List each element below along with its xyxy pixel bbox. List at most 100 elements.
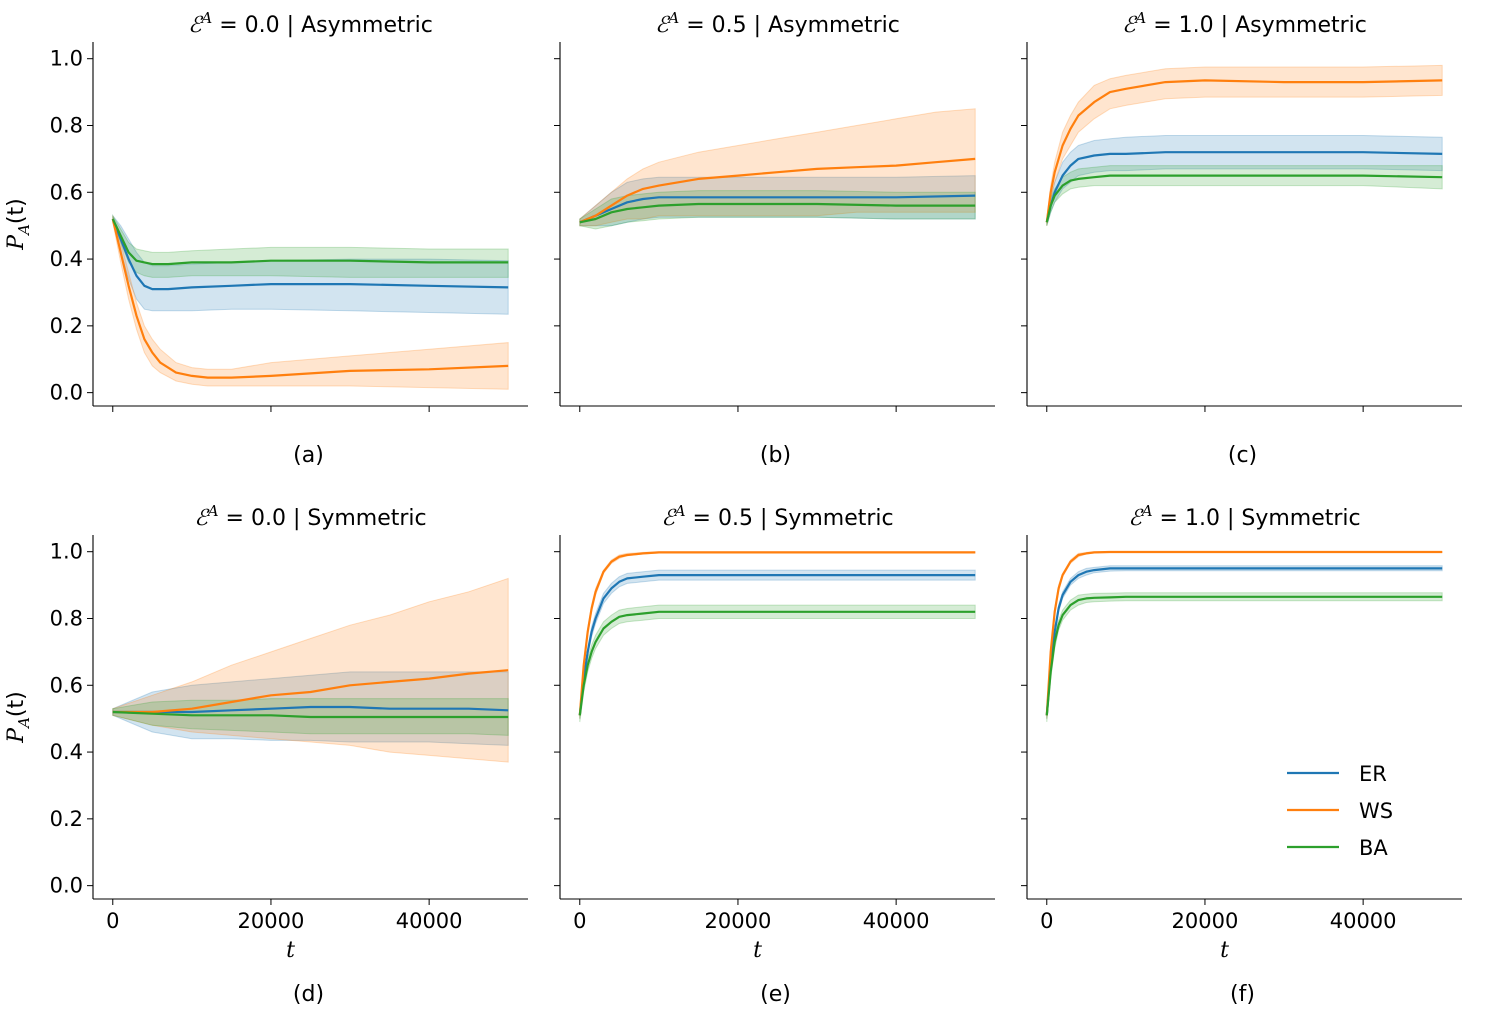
- panel-title-e: ℰA = 0.5 | Symmetric: [661, 502, 893, 531]
- band-ba-c: [1046, 165, 1443, 226]
- panel-caption-c: (c): [1228, 443, 1257, 468]
- legend-label-ba: BA: [1359, 836, 1388, 860]
- y-tick-label-a: 1.0: [50, 47, 83, 71]
- line-er-e: [578, 574, 976, 716]
- title-text: = 0.0 | Symmetric: [219, 506, 427, 531]
- band-ba-a: [112, 213, 509, 278]
- title-superscript: A: [199, 9, 212, 27]
- line-ba-a: [111, 218, 509, 266]
- x-tick-label-e: 0: [573, 909, 586, 933]
- line-ba-e: [578, 610, 976, 716]
- x-tick-label-e: 40000: [863, 909, 930, 933]
- panel-title-f: ℰA = 1.0 | Symmetric: [1128, 502, 1360, 531]
- ylabel-tail: (t): [4, 198, 29, 224]
- y-axis-label-d: PA(t): [4, 691, 33, 743]
- y-tick-label-a: 0.2: [50, 314, 83, 338]
- line-ws-e: [578, 551, 976, 716]
- panel-c: ℰA = 1.0 | Asymmetric (c): [1021, 9, 1462, 468]
- legend-label-er: ER: [1359, 762, 1387, 786]
- ylabel-main: P: [4, 727, 29, 744]
- y-tick-label-a: 0.4: [50, 247, 83, 271]
- panel-a: 0.00.20.40.60.81.0ℰA = 0.0 | AsymmetricP…: [4, 9, 528, 468]
- title-symbol: ℰ: [1122, 13, 1138, 38]
- band-er-d: [112, 671, 509, 746]
- line-ws-c: [1045, 79, 1443, 223]
- panel-caption-a: (a): [293, 443, 324, 468]
- band-er-b: [579, 175, 976, 227]
- panel-caption-d: (d): [293, 982, 324, 1007]
- line-ws-a: [111, 218, 509, 379]
- title-superscript: A: [666, 9, 679, 27]
- band-er-e: [579, 569, 976, 719]
- x-tick-label-f: 20000: [1172, 909, 1239, 933]
- line-ba-b: [579, 202, 976, 224]
- title-text: = 0.5 | Asymmetric: [679, 13, 900, 38]
- title-symbol: ℰ: [188, 13, 204, 38]
- title-superscript: A: [1140, 502, 1153, 520]
- line-er-f: [1045, 567, 1443, 716]
- legend: ER WS BA: [1287, 762, 1393, 860]
- x-axis-label-e: t: [753, 938, 762, 963]
- panel-title-d: ℰA = 0.0 | Symmetric: [194, 502, 426, 531]
- band-ws-a: [112, 215, 509, 390]
- panel-b: ℰA = 0.5 | Asymmetric (b): [554, 9, 995, 468]
- band-er-c: [1046, 135, 1443, 226]
- title-symbol: ℰ: [661, 506, 677, 531]
- x-tick-label-f: 40000: [1330, 909, 1397, 933]
- line-ws-b: [579, 157, 976, 224]
- y-tick-label-d: 0.6: [50, 673, 83, 697]
- x-tick-label-f: 0: [1040, 909, 1053, 933]
- y-axis-label-a: PA(t): [4, 198, 33, 250]
- y-tick-label-d: 1.0: [50, 540, 83, 564]
- y-tick-label-d: 0.0: [50, 874, 83, 898]
- title-text: = 0.0 | Asymmetric: [212, 13, 433, 38]
- title-text: = 1.0 | Asymmetric: [1146, 13, 1367, 38]
- title-superscript: A: [673, 502, 686, 520]
- ylabel-sub: A: [15, 224, 33, 237]
- panel-title-c: ℰA = 1.0 | Asymmetric: [1122, 9, 1367, 38]
- panel-f: 0 20000 40000 ℰA = 1.0 | Symmetric t(f) ER WS B…: [1021, 502, 1462, 1007]
- x-tick-label-d: 20000: [238, 909, 305, 933]
- panel-e: 0 20000 40000 ℰA = 0.5 | Symmetric t (e): [554, 502, 995, 1007]
- title-text: = 1.0 | Symmetric: [1153, 506, 1361, 531]
- title-superscript: A: [206, 502, 219, 520]
- panel-title-a: ℰA = 0.0 | Asymmetric: [188, 9, 433, 38]
- line-ba-c: [1045, 174, 1443, 223]
- title-symbol: ℰ: [1128, 506, 1144, 531]
- band-ba-e: [579, 604, 976, 723]
- ylabel-tail: (t): [4, 691, 29, 717]
- title-symbol: ℰ: [655, 13, 671, 38]
- band-er-f: [1046, 565, 1443, 719]
- band-ba-f: [1046, 592, 1443, 723]
- line-er-b: [579, 194, 976, 224]
- line-ws-f: [1045, 550, 1443, 716]
- line-er-a: [111, 218, 509, 291]
- ylabel-main: P: [4, 234, 29, 251]
- y-tick-label-d: 0.2: [50, 807, 83, 831]
- x-tick-label-d: 40000: [396, 909, 463, 933]
- panel-caption-e: (e): [760, 982, 791, 1007]
- band-ba-b: [579, 190, 976, 230]
- line-ws-d: [112, 669, 509, 714]
- line-er-c: [1045, 151, 1443, 223]
- y-tick-label-a: 0.0: [50, 381, 83, 405]
- ylabel-sub: A: [15, 717, 33, 730]
- y-tick-label-d: 0.8: [50, 606, 83, 630]
- title-symbol: ℰ: [194, 506, 210, 531]
- x-axis-label-d: t: [286, 938, 295, 963]
- x-tick-label-d: 0: [106, 909, 119, 933]
- title-text: = 0.5 | Symmetric: [686, 506, 894, 531]
- title-superscript: A: [1133, 9, 1146, 27]
- y-tick-label-a: 0.8: [50, 113, 83, 137]
- band-ws-f: [1046, 551, 1443, 719]
- panel-title-b: ℰA = 0.5 | Asymmetric: [655, 9, 900, 38]
- y-tick-label-a: 0.6: [50, 180, 83, 204]
- legend-label-ws: WS: [1359, 799, 1393, 823]
- x-axis-label-f: t: [1220, 938, 1229, 963]
- y-tick-label-d: 0.4: [50, 740, 83, 764]
- x-tick-label-e: 20000: [705, 909, 772, 933]
- panel-caption-b: (b): [760, 443, 791, 468]
